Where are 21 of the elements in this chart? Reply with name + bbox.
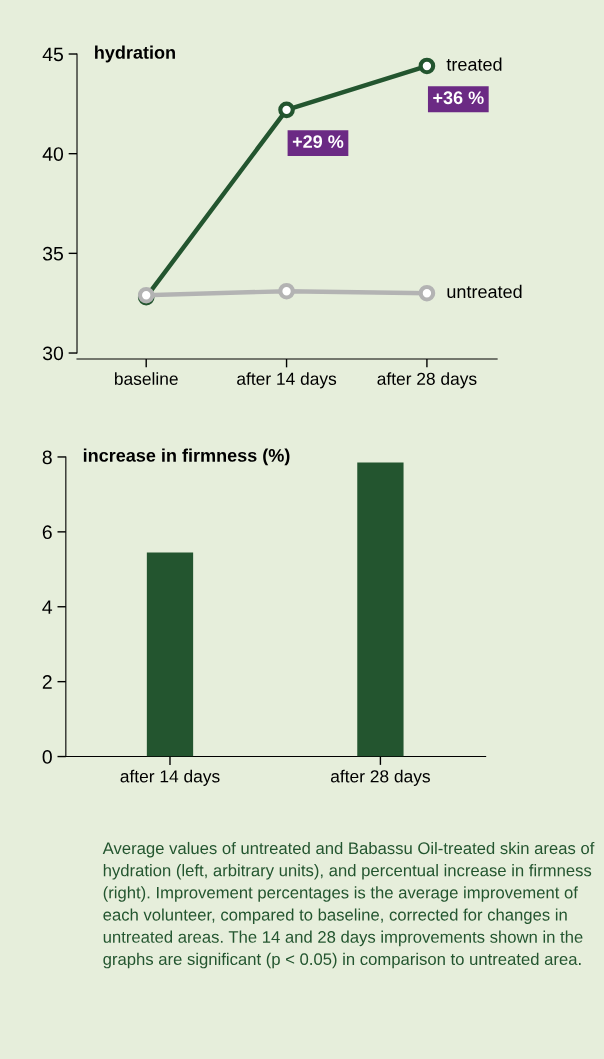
chart-title: increase in firmness (%)	[83, 448, 290, 466]
y-tick-label: 0	[42, 750, 52, 764]
y-tick-label: 40	[42, 147, 64, 161]
y-tick-label: 6	[42, 525, 52, 540]
x-tick-label: after 14 days	[237, 372, 337, 389]
y-tick-label: 45	[42, 47, 63, 62]
chart-title: hydration	[95, 45, 175, 63]
y-tick-label: 4	[42, 600, 53, 614]
y-tick-label: 35	[42, 246, 63, 261]
x-tick-label: after 28 days	[330, 769, 430, 786]
text: Average values of untreated and Babassu Oil-treated skin areas of hydration (left, arbitrary units), and percentual increase in firmness (right). Improvement percentages is the average improvement of each volunteer, compared to baseline, corrected for changes in untreated areas. The 14 and 28 days improvements shown in the graphs are significant (p < 0.05) in comparison to untreated area.	[102, 841, 595, 969]
annotation: +29 %	[292, 135, 344, 148]
y-tick-label: 2	[42, 675, 52, 689]
y-tick-label: 8	[42, 450, 52, 465]
series-label: untreated	[447, 284, 522, 299]
x-tick-label: baseline	[114, 372, 178, 385]
series-label: treated	[446, 57, 502, 71]
annotation: +36 %	[433, 91, 484, 105]
y-tick-label: 30	[42, 346, 64, 361]
x-tick-label: after 28 days	[377, 372, 477, 389]
x-tick-label: after 14 days	[120, 769, 220, 786]
